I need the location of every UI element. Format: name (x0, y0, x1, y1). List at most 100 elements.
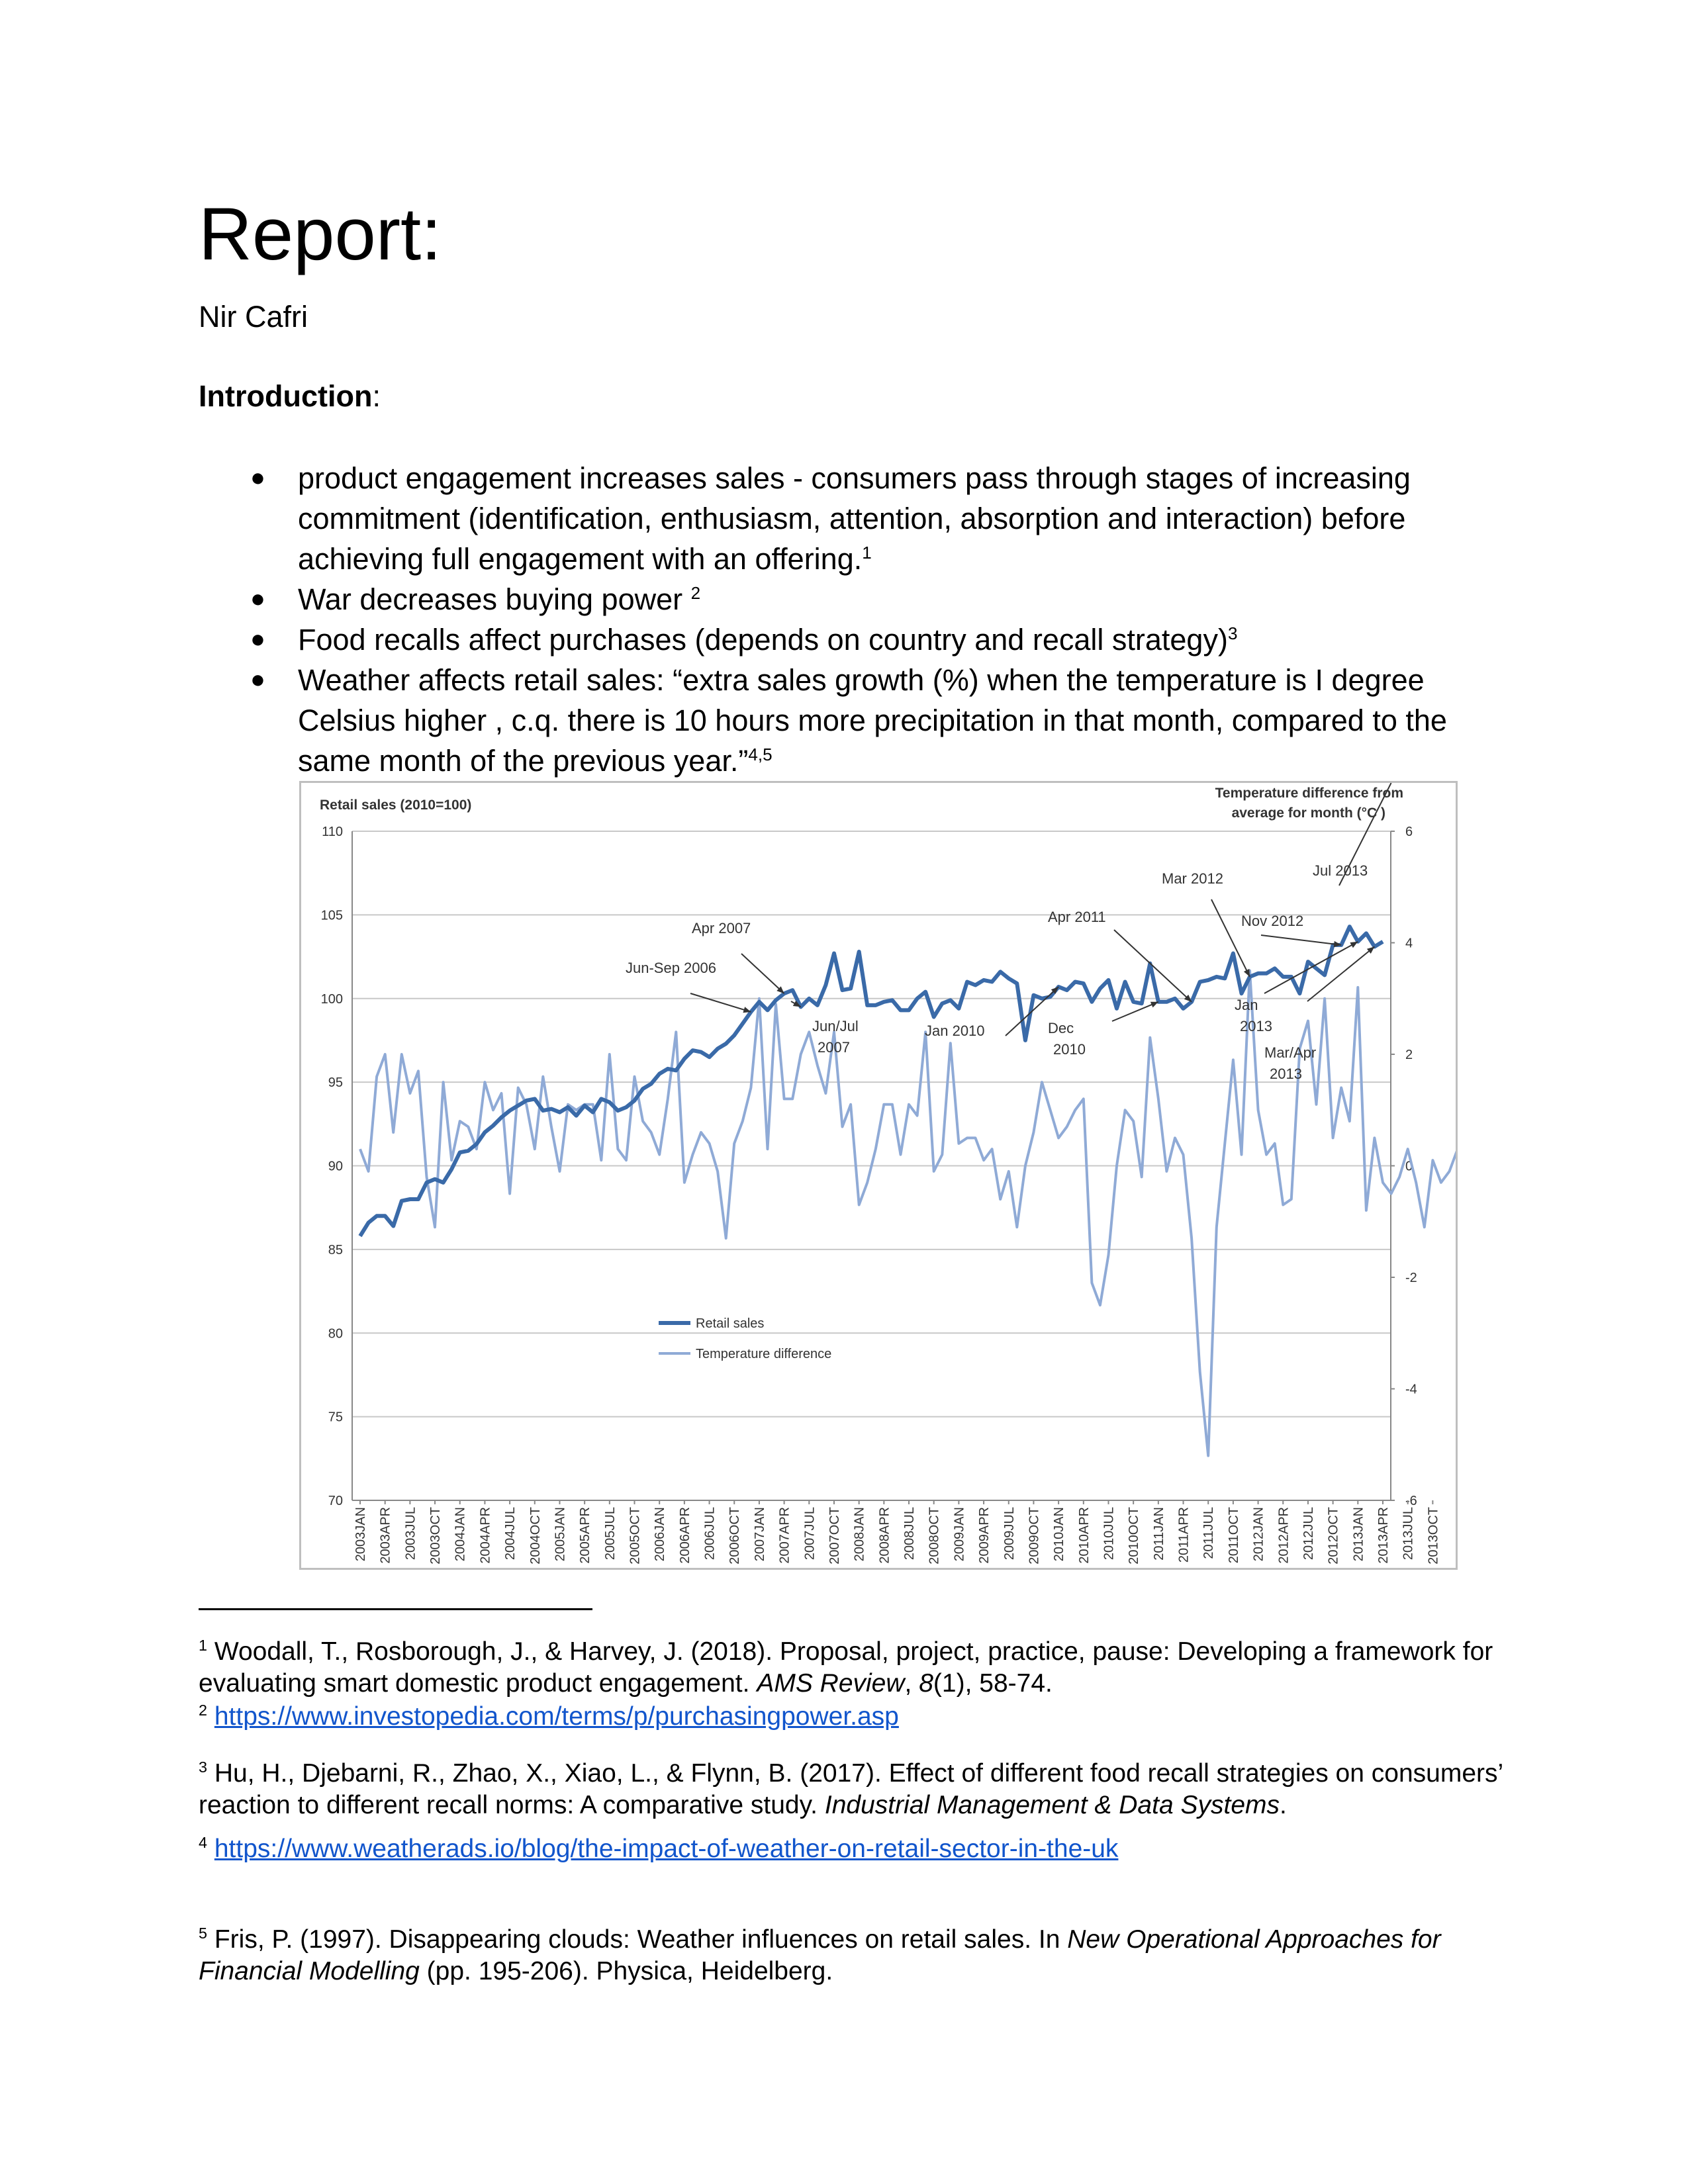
x-tick-label: 2005OCT (628, 1507, 643, 1565)
x-tick-label: 2004JAN (453, 1507, 468, 1561)
x-tick-label: 2011OCT (1227, 1507, 1241, 1563)
annotation-arrowhead (743, 1007, 751, 1013)
footnote-text: Fris, P. (1997). Disappearing clouds: We… (207, 1925, 1068, 1954)
right-tick-label: 6 (1405, 825, 1413, 839)
annotation-arrowhead (1350, 941, 1358, 948)
footnote-link[interactable]: https://www.weatherads.io/blog/the-impac… (214, 1835, 1119, 1863)
right-tick-label: -6 (1405, 1494, 1417, 1508)
annotation-arrowhead (776, 986, 784, 994)
annotation-arrowhead (1366, 946, 1375, 954)
x-tick-label: 2008OCT (927, 1507, 942, 1565)
list-item: ● Weather affects retail sales: “extra sa… (199, 660, 1516, 781)
x-tick-label: 2008JUL (902, 1507, 917, 1560)
x-tick-label: 2009JAN (952, 1507, 966, 1561)
right-tick-label: 2 (1405, 1048, 1413, 1062)
x-tick-label: 2004APR (478, 1507, 492, 1564)
annotation-arrow (1211, 899, 1250, 978)
annotation-arrow (1111, 1001, 1159, 1022)
x-tick-label: 2003APR (379, 1507, 393, 1564)
footnote-italic-text: Industrial Management & Data Systems (824, 1791, 1280, 1819)
x-tick-label: 2008APR (877, 1507, 892, 1564)
x-tick-label: 2007APR (778, 1507, 792, 1564)
x-tick-label: 2013APR (1376, 1507, 1391, 1564)
x-tick-label: 2013JAN (1351, 1507, 1366, 1561)
x-tick-label: 2005JUL (603, 1507, 618, 1560)
x-tick-label: 2013OCT (1426, 1507, 1440, 1565)
annotation-arrow (1260, 934, 1342, 946)
bullet-text: product engagement increases sales - con… (298, 461, 1411, 576)
left-tick-label: 100 (321, 992, 343, 1007)
annotation-label: Mar/Apr (1264, 1044, 1316, 1061)
footnote-italic-text: New Operational Approaches for Financial… (199, 1925, 1441, 1985)
annotation-arrowhead (1333, 940, 1342, 948)
annotation-label: Jan (1235, 997, 1258, 1013)
footnote-text: (1), 58-74. (933, 1669, 1053, 1698)
x-tick-label: 2007JUL (802, 1507, 817, 1560)
retail-sales-line (358, 925, 1384, 1238)
x-tick-label: 2010JUL (1102, 1507, 1116, 1560)
x-tick-label: 2006APR (678, 1507, 692, 1564)
annotation-arrow (1005, 986, 1059, 1036)
footnote-ref[interactable]: 3 (1227, 623, 1238, 643)
x-tick-label: 2011APR (1177, 1507, 1192, 1563)
left-tick-label: 75 (328, 1410, 343, 1425)
x-tick-label: 2012JAN (1252, 1507, 1266, 1561)
x-tick-label: 2005APR (578, 1507, 592, 1564)
x-tick-label: 2012APR (1276, 1507, 1291, 1564)
x-tick-label: 2011JAN (1152, 1507, 1166, 1561)
x-tick-label: 2009OCT (1027, 1507, 1041, 1565)
footnote-ref[interactable]: 2 (690, 583, 701, 603)
annotation-label: Jul 2013 (1313, 862, 1368, 879)
footnote-ref[interactable]: 4,5 (748, 745, 773, 764)
retail-sales-temperature-chart: 70 75 80 85 90 95 100 105 110 -6 -4 -2 0 2 4 6 2003JAN 20… (299, 781, 1458, 1570)
x-tick-label: 2011JUL (1201, 1507, 1216, 1559)
left-axis-title: Retail sales (2010=100) (320, 797, 471, 813)
x-tick-label: 2009APR (977, 1507, 992, 1564)
footnote-number: 2 (199, 1702, 208, 1719)
footnote-ref[interactable]: 1 (862, 543, 872, 563)
x-tick-label: 2006JAN (653, 1507, 667, 1561)
annotation-arrowhead (1150, 1001, 1158, 1008)
chart-canvas: 70 75 80 85 90 95 100 105 110 -6 -4 -2 0 2 4 6 2003JAN 20… (320, 783, 1456, 1565)
annotation-label: Mar 2012 (1162, 870, 1223, 887)
x-tick-label: 2008JAN (853, 1507, 867, 1561)
author-name: Nir Cafri (199, 300, 308, 334)
annotation-label: Jun/Jul (812, 1018, 859, 1034)
x-tick-label: 2003JAN (353, 1507, 368, 1561)
x-tick-label: 2004JUL (503, 1507, 518, 1560)
annotation-arrow (1338, 783, 1392, 886)
footnote-italic-text: 8 (919, 1669, 933, 1698)
right-axis-title-line2: average for month (°C ) (1232, 805, 1385, 821)
legend-label: Temperature difference (696, 1347, 831, 1361)
footnote-1: 1 Woodall, T., Rosborough, J., & Harvey,… (199, 1636, 1516, 1700)
annotation-arrow (1307, 946, 1376, 1002)
annotation-arrow (1264, 940, 1358, 994)
list-item: ● Food recalls affect purchases (depends … (199, 619, 1516, 660)
footnote-number: 4 (199, 1834, 208, 1851)
footnote-text: Hu, H., Djebarni, R., Zhao, X., Xiao, L.… (199, 1759, 1503, 1819)
introduction-colon: : (372, 379, 381, 413)
footnote-text: , (904, 1669, 919, 1698)
x-tick-label: 2006JUL (703, 1507, 718, 1560)
x-tick-label: 2003JUL (403, 1507, 418, 1560)
annotation-label: 2013 (1270, 1066, 1302, 1082)
footnote-3: 3 Hu, H., Djebarni, R., Zhao, X., Xiao, … (199, 1758, 1516, 1821)
footnote-text: (pp. 195-206). Physica, Heidelberg. (419, 1957, 833, 1985)
annotation-label: Dec (1048, 1020, 1074, 1036)
bullet-icon: ● (250, 625, 265, 653)
right-axis-title-line1: Temperature difference from (1215, 786, 1403, 801)
right-tick-label: 4 (1405, 936, 1413, 951)
annotation-arrowhead (792, 1000, 801, 1007)
left-tick-label: 95 (328, 1075, 343, 1090)
x-tick-label: 2009JUL (1002, 1507, 1017, 1560)
annotation-label: Apr 2007 (692, 920, 751, 936)
bullet-icon: ● (250, 464, 265, 492)
x-tick-label: 2004OCT (528, 1507, 543, 1565)
x-tick-label: 2012OCT (1327, 1507, 1341, 1565)
bullet-text: War decreases buying power (298, 582, 691, 616)
bullet-text: Weather affects retail sales: “extra sal… (298, 663, 1447, 778)
footnote-link[interactable]: https://www.investopedia.com/terms/p/pur… (214, 1702, 899, 1731)
chart-axes: 70 75 80 85 90 95 100 105 110 -6 -4 -2 0 2 4 6 2003JAN 20… (321, 825, 1441, 1565)
list-item: ● War decreases buying power 2 (199, 579, 1516, 619)
